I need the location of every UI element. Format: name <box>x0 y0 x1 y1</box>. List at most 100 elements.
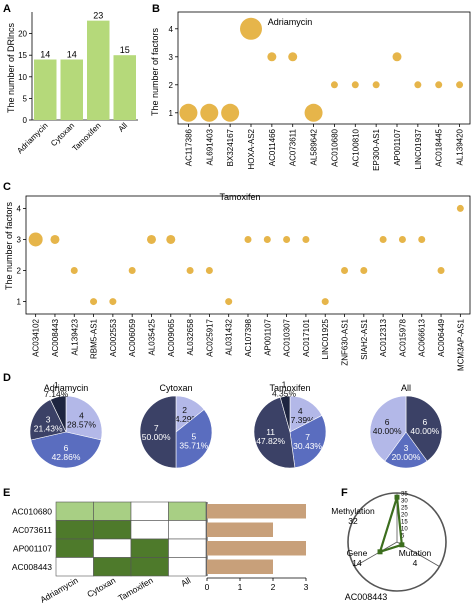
tick-label-e-x: 2 <box>271 582 276 592</box>
heatmap-cell-1-0 <box>55 520 94 540</box>
tick-label-c-y: 3 <box>17 235 22 244</box>
tick-label-b-y: 2 <box>169 81 174 90</box>
tick-label-c-x: AL032658 <box>186 318 195 355</box>
point-c-6 <box>146 234 156 244</box>
tick-label-c-y: 4 <box>17 204 22 213</box>
heatmap-col-label: Adriamycin <box>38 575 80 605</box>
point-c-22 <box>456 204 464 212</box>
tick-label-c-x: MCM3AP-AS1 <box>456 318 465 371</box>
pie-pct-label: 40.00% <box>373 426 402 436</box>
pie-count-label: 1 <box>282 379 287 389</box>
tick-label-c-x: AL035425 <box>147 318 156 355</box>
panel-label-b: B <box>152 3 160 15</box>
bar-e-3 <box>207 559 273 574</box>
radar-tick-label: 10 <box>401 527 408 533</box>
point-c-16 <box>341 267 349 275</box>
pie-slice-0-3 <box>49 395 67 433</box>
chart-title-b: Adriamycin <box>268 17 313 27</box>
radar-point-1 <box>399 542 405 548</box>
tick-label-a-y: 0 <box>23 116 28 125</box>
point-b-4 <box>267 52 277 62</box>
pie-count-label: 4 <box>79 411 84 421</box>
tick-label-b-x: AC010680 <box>330 128 339 166</box>
pie-count-label: 4 <box>298 406 303 416</box>
tick-label-c-x: AC006449 <box>437 318 446 356</box>
pie-pct-label: 30.43% <box>293 441 322 451</box>
point-c-19 <box>398 235 406 243</box>
point-b-8 <box>351 81 359 89</box>
bar-a-0 <box>34 59 57 120</box>
point-b-9 <box>372 81 380 89</box>
point-c-11 <box>244 235 252 243</box>
point-c-21 <box>437 267 445 275</box>
point-b-11 <box>414 81 422 89</box>
tick-label-a-y: 10 <box>18 73 27 82</box>
tick-label-e-x: 1 <box>238 582 243 592</box>
tick-label-e-x: 0 <box>205 582 210 592</box>
point-c-9 <box>205 267 213 275</box>
pie-title: All <box>401 383 411 393</box>
tick-label-c-x: AC066613 <box>418 318 427 356</box>
pie-pct-label: 20.00% <box>392 452 421 462</box>
pie-count-label: 6 <box>385 417 390 427</box>
radar-spoke <box>354 541 398 567</box>
heatmap-row-label: AP001107 <box>13 543 52 553</box>
radar-series-line <box>378 496 404 554</box>
radar-tick-label: 20 <box>401 513 408 519</box>
heatmap-cell-3-2 <box>130 557 169 577</box>
heatmap-cell-2-3 <box>168 538 207 558</box>
point-c-12 <box>263 235 271 243</box>
heatmap-cell-3-1 <box>93 557 132 577</box>
bar-a-3 <box>113 55 136 121</box>
tick-label-b-x: AL139420 <box>456 128 465 165</box>
tick-label-b-x: AC100810 <box>351 128 360 166</box>
pie-slice-3-1 <box>384 431 428 469</box>
pie-slice-2-3 <box>279 395 291 433</box>
tick-label-c-x: AC008443 <box>51 318 60 356</box>
tick-label-c-x: AC025917 <box>205 318 214 356</box>
radar-axis-value: 32 <box>348 516 358 526</box>
tick-label-e-x: 3 <box>304 582 309 592</box>
tick-label-c-x: AP001107 <box>263 318 272 355</box>
point-c-20 <box>418 235 426 243</box>
point-c-4 <box>109 298 117 306</box>
tick-label-b-x: AP001107 <box>393 128 402 165</box>
point-b-1 <box>200 103 219 122</box>
radar-axis-label: Methylation <box>331 506 375 516</box>
tick-label-a-x: All <box>117 121 130 134</box>
pie-title: Tamoxifen <box>269 383 310 393</box>
pie-pct-label: 50.00% <box>142 432 171 442</box>
pie-slice-2-2 <box>253 396 296 469</box>
tick-label-a-y: 20 <box>18 30 27 39</box>
panel-label-e: E <box>3 487 10 499</box>
pie-pct-label: 7.14% <box>44 389 69 399</box>
heatmap-cell-2-1 <box>93 538 132 558</box>
tick-label-b-x: AC073611 <box>289 128 298 166</box>
heatmap-cell-2-2 <box>130 538 169 558</box>
plot-frame-b <box>177 11 471 125</box>
point-c-7 <box>166 234 176 244</box>
tick-label-c-x: AC034102 <box>32 318 41 356</box>
tick-label-b-x: HOXA-AS2 <box>247 128 256 169</box>
point-c-3 <box>90 298 98 306</box>
axis-label-c-y: The number of factors <box>4 201 14 290</box>
tick-label-b-x: EP300-AS1 <box>372 128 381 170</box>
point-c-1 <box>50 234 60 244</box>
radar-axis-label: Gene <box>347 548 368 558</box>
pie-slice-3-0 <box>405 395 443 462</box>
point-c-2 <box>70 267 78 275</box>
pie-count-label: 6 <box>422 417 427 427</box>
tick-label-c-x: AC010307 <box>283 318 292 356</box>
heatmap-cell-1-1 <box>93 520 132 540</box>
pie-pct-label: 14.29% <box>170 414 199 424</box>
tick-label-c-y: 1 <box>17 298 22 307</box>
point-c-14 <box>302 235 310 243</box>
tick-label-c-x: AC009065 <box>167 318 176 356</box>
tick-label-c-x: AC012313 <box>379 318 388 356</box>
pie-title: Cytoxan <box>159 383 192 393</box>
tick-label-a-x: Tamoxifen <box>71 121 103 153</box>
heatmap-cell-3-0 <box>55 557 94 577</box>
pie-pct-label: 21.43% <box>34 423 63 433</box>
pie-count-label: 3 <box>46 414 51 424</box>
